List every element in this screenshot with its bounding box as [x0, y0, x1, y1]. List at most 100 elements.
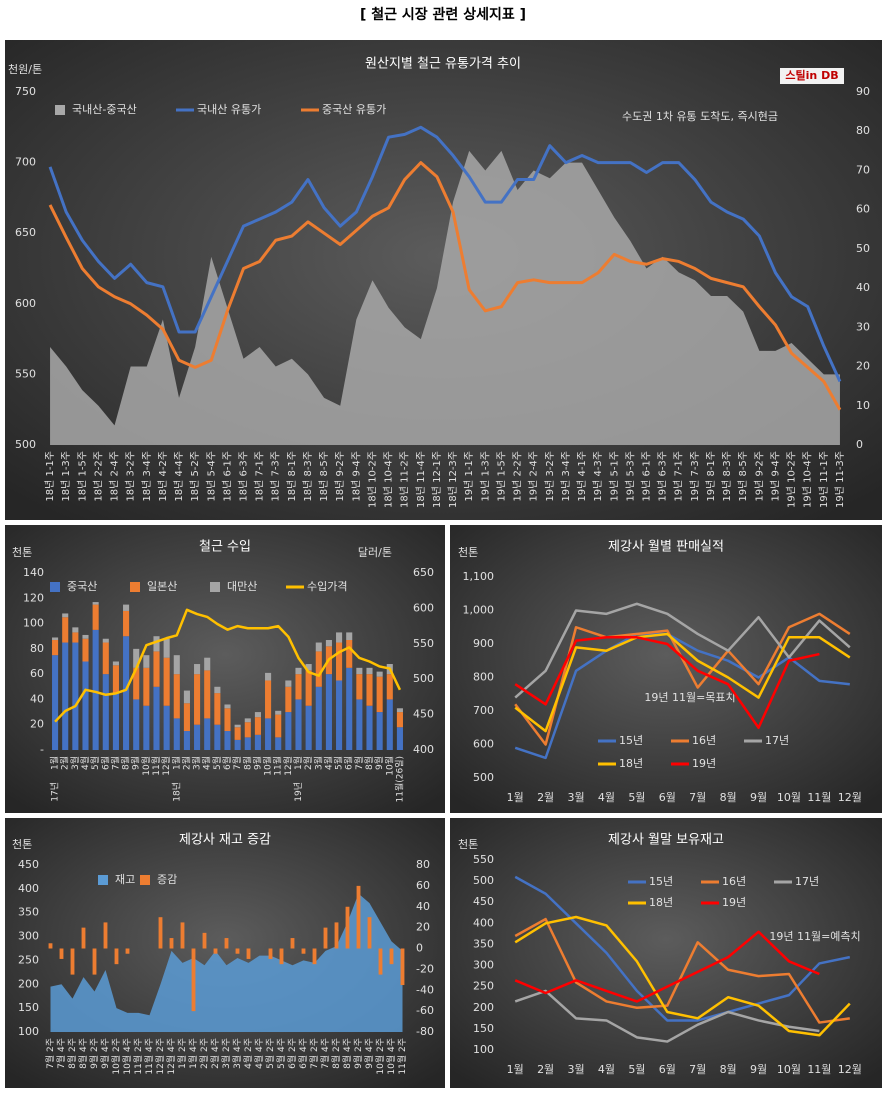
y-tick-label: 300: [18, 930, 39, 943]
y-tick-label: 1,100: [463, 570, 495, 583]
x-tick-label: 18년 1-3주: [60, 451, 72, 502]
y2-tick-label: 400: [413, 743, 434, 756]
x-tick-label: 2월 2주: [198, 1038, 210, 1069]
y-tick-label: 100: [23, 617, 44, 630]
bar-segment: [386, 699, 393, 750]
x-tick-label: 18년 2-2주: [92, 451, 104, 502]
bar-segment: [82, 661, 89, 750]
bar-segment: [194, 724, 201, 750]
bar-segment: [244, 718, 251, 723]
bar-segment: [315, 686, 322, 750]
bar: [312, 948, 317, 965]
bar: [48, 943, 53, 949]
x-tick-label: 18년 3-2주: [125, 451, 137, 502]
x-tick-label: 18년 5-4주: [205, 451, 217, 502]
line: [54, 608, 402, 723]
x-tick-label: 4월: [322, 756, 334, 770]
legend-label: 중국산 유통가: [322, 103, 386, 116]
y-tick-label: 500: [15, 438, 36, 451]
legend-label: 국내산-중국산: [72, 103, 137, 116]
annotation: 수도권 1차 유통 도착도, 즉시현금: [622, 110, 778, 123]
x-tick-label: 11월(26일): [393, 756, 405, 803]
y-tick-label: 400: [473, 916, 494, 929]
y-tick-label: 1,000: [463, 604, 495, 617]
x-tick-label: 6월: [99, 756, 111, 770]
y2-tick-label: 60: [856, 203, 870, 216]
line: [514, 612, 851, 746]
bar-segment: [72, 642, 79, 750]
bar-segment: [143, 655, 150, 668]
bar-segment: [234, 739, 241, 750]
line: [514, 636, 820, 729]
x-tick-label: 10월: [777, 1063, 801, 1076]
x-tick-label: 4월: [598, 1063, 615, 1076]
y-tick-label: 550: [15, 367, 36, 380]
x-tick-label: 18년 8-5주: [318, 451, 330, 502]
x-tick-label: 19년 10-4주: [802, 451, 814, 508]
x-tick-label: 19년 1-3주: [479, 451, 491, 502]
bar: [103, 922, 108, 949]
x-tick-label: 19년 7-3주: [689, 451, 701, 502]
y-tick-label: 40: [30, 692, 44, 705]
x-tick-label: 11월 2주: [132, 1038, 144, 1075]
x-tick-label: 19년 2-4주: [528, 451, 540, 502]
legend-marker: [50, 582, 60, 592]
bar: [279, 948, 284, 965]
bar-segment: [163, 638, 170, 658]
x-tick-label: 19년 9-2주: [753, 451, 765, 502]
bar: [301, 948, 306, 954]
bar-segment: [315, 642, 322, 652]
x-tick-label: 9월: [750, 791, 767, 804]
y2-tick-label: 20: [856, 360, 870, 373]
x-tick-label: 19년 8-3주: [721, 451, 733, 502]
x-tick-label: 9월 2주: [352, 1038, 364, 1069]
x-tick-label: 12월: [838, 791, 862, 804]
x-tick-label: 18년 3-4주: [141, 451, 153, 502]
y2-tick-label: 650: [413, 566, 434, 579]
x-tick-label: 3월 4주: [231, 1038, 243, 1069]
x-tick-label: 9월: [130, 756, 142, 770]
legend-marker: [55, 105, 65, 115]
bar-segment: [72, 627, 79, 633]
x-tick-label: 10월 2주: [374, 1038, 386, 1075]
y2-tick-label: 60: [416, 879, 430, 892]
bar-segment: [224, 708, 231, 732]
bar: [345, 906, 350, 949]
bar: [367, 917, 372, 949]
bar: [81, 927, 86, 949]
y-tick-label: 120: [23, 591, 44, 604]
bar-segment: [366, 667, 373, 675]
x-tick-label: 19년 7-1주: [673, 451, 685, 502]
x-tick-label: 7월: [109, 756, 121, 770]
y-tick-label: 350: [18, 906, 39, 919]
y-tick-label: 80: [30, 642, 44, 655]
bar: [70, 948, 75, 975]
y-tick-label: 600: [473, 738, 494, 751]
x-tick-label: 18년 11-4주: [415, 451, 427, 508]
x-tick-label: 12월: [282, 756, 294, 776]
panel: [450, 525, 882, 813]
y-tick-label: 150: [18, 1001, 39, 1014]
x-tick-label: 18년 2-4주: [109, 451, 121, 502]
bar: [191, 948, 196, 1012]
y-tick-label: 900: [473, 637, 494, 650]
x-tick-label: 11월: [272, 756, 284, 776]
bar-segment: [376, 676, 383, 713]
x-tick-label: 3월 2주: [220, 1038, 232, 1069]
y2-tick-label: 40: [856, 281, 870, 294]
bar-segment: [254, 717, 261, 735]
bar-segment: [52, 637, 59, 641]
x-tick-label: 18년 1-5주: [76, 451, 88, 502]
bar-segment: [285, 712, 292, 750]
x-tick-label: 19년 11-1주: [818, 451, 830, 508]
y-tick-label: 250: [473, 980, 494, 993]
bar: [125, 948, 130, 954]
bar-segment: [366, 674, 373, 706]
bar: [334, 922, 339, 949]
y-tick-label: 60: [30, 667, 44, 680]
bar: [114, 948, 119, 965]
x-tick-label: 8월 2주: [330, 1038, 342, 1069]
bar: [224, 938, 229, 949]
bar-segment: [305, 705, 312, 750]
x-tick-label: 6월 2주: [286, 1038, 298, 1069]
